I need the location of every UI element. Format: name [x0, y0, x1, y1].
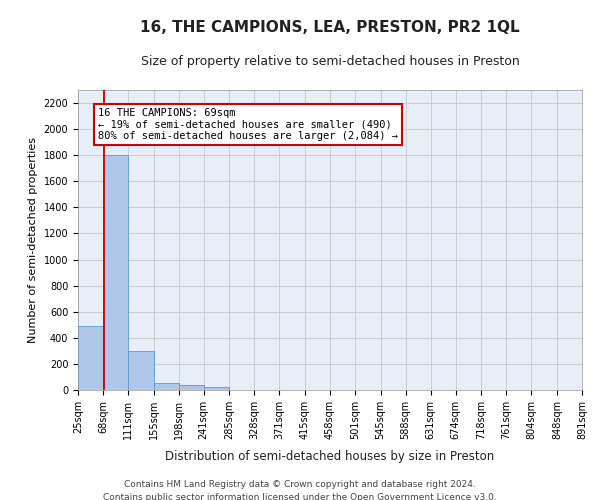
- Bar: [179, 385, 204, 390]
- Bar: [103, 155, 128, 390]
- Bar: [154, 384, 179, 390]
- Bar: [204, 386, 229, 390]
- Bar: [128, 351, 154, 390]
- Y-axis label: Number of semi-detached properties: Number of semi-detached properties: [28, 137, 38, 343]
- Bar: [78, 326, 103, 390]
- Text: 16, THE CAMPIONS, LEA, PRESTON, PR2 1QL: 16, THE CAMPIONS, LEA, PRESTON, PR2 1QL: [140, 20, 520, 35]
- Text: Size of property relative to semi-detached houses in Preston: Size of property relative to semi-detach…: [140, 55, 520, 68]
- Text: 16 THE CAMPIONS: 69sqm
← 19% of semi-detached houses are smaller (490)
80% of se: 16 THE CAMPIONS: 69sqm ← 19% of semi-det…: [98, 108, 398, 141]
- Text: Contains HM Land Registry data © Crown copyright and database right 2024.
Contai: Contains HM Land Registry data © Crown c…: [103, 480, 497, 500]
- Text: Distribution of semi-detached houses by size in Preston: Distribution of semi-detached houses by …: [166, 450, 494, 463]
